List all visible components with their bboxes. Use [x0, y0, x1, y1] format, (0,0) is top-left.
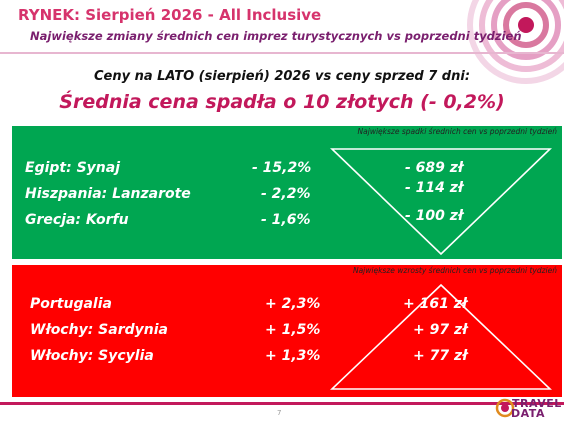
- decorative-circles-icon: [467, 0, 564, 84]
- slide-header: RYNEK: Sierpień 2026 - All Inclusive Naj…: [0, 0, 564, 84]
- travel-data-logo: TRAVEL DATA: [493, 397, 561, 421]
- decrease-percent-2: - 2,2%: [261, 186, 311, 202]
- slide-subtitle: Największe zmiany średnich cen imprez tu…: [30, 29, 522, 43]
- decrease-percent-3: - 1,6%: [261, 212, 311, 228]
- logo-text-data: DATA: [511, 407, 545, 420]
- decrease-amount-3: - 100 zł: [405, 208, 464, 224]
- increase-destination-2: Włochy: Sardynia: [30, 322, 168, 338]
- footer-divider: [0, 402, 564, 405]
- increase-percent-2: + 1,5%: [265, 322, 321, 338]
- increases-caption: Największe wzrosty średnich cen vs poprz…: [352, 266, 557, 275]
- decrease-destination-3: Grecja: Korfu: [25, 212, 129, 228]
- headline-text: Średnia cena spadła o 10 złotych (- 0,2%…: [59, 91, 505, 113]
- decrease-percent-1: - 15,2%: [252, 160, 312, 176]
- down-triangle-icon: [330, 148, 552, 256]
- logo-globe-icon: [495, 398, 515, 418]
- increase-amount-1: + 161 zł: [403, 296, 468, 312]
- decrease-destination-1: Egipt: Synaj: [25, 160, 120, 176]
- increase-amount-3: + 77 zł: [413, 348, 468, 364]
- decrease-amount-2: - 114 zł: [405, 180, 464, 196]
- slide-title: RYNEK: Sierpień 2026 - All Inclusive: [18, 6, 322, 24]
- decreases-panel: Największe spadki średnich cen vs poprze…: [12, 126, 562, 259]
- increase-percent-1: + 2,3%: [265, 296, 321, 312]
- increase-destination-3: Włochy: Sycylia: [30, 348, 154, 364]
- increase-amount-2: + 97 zł: [413, 322, 468, 338]
- page-number: 7: [277, 409, 282, 417]
- increase-percent-3: + 1,3%: [265, 348, 321, 364]
- decreases-caption: Największe spadki średnich cen vs poprze…: [357, 127, 557, 136]
- decrease-amount-1: - 689 zł: [405, 160, 464, 176]
- increases-panel: Największe wzrosty średnich cen vs poprz…: [12, 265, 562, 397]
- header-divider: [0, 52, 564, 54]
- decrease-destination-2: Hiszpania: Lanzarote: [25, 186, 191, 202]
- comparison-text: Ceny na LATO (sierpień) 2026 vs ceny spr…: [93, 69, 471, 84]
- up-triangle-icon: [330, 283, 552, 390]
- logo-text-travel: TRAVEL: [512, 397, 562, 410]
- increase-destination-1: Portugalia: [30, 296, 112, 312]
